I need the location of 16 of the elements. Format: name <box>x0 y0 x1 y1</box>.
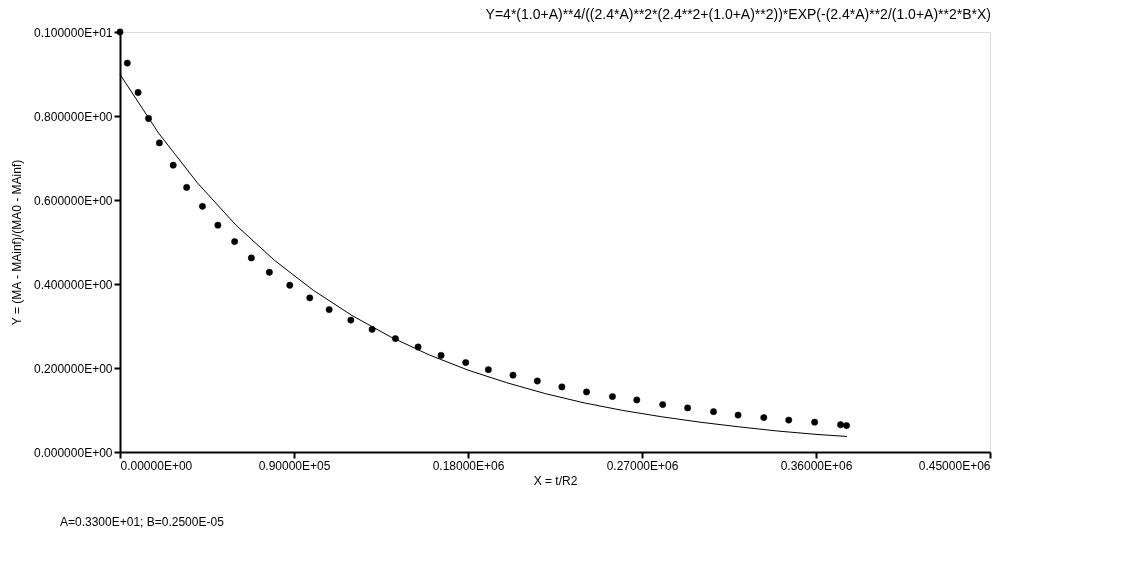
x-tick-label: 0.90000E+05 <box>258 458 331 473</box>
y-tick-label: 0.100000E+01 <box>34 25 113 40</box>
text: A=0.3300E+01; B=0.2500E-05 <box>60 515 225 529</box>
x-tick-label: 0.27000E+06 <box>606 458 679 473</box>
y-tick-label: 0.400000E+00 <box>34 277 113 292</box>
x-tick-label: 0.45000E+06 <box>918 458 991 473</box>
y-tick-label: 0.800000E+00 <box>34 109 113 124</box>
chart-title: Y=4*(1.0+A)**4/((2.4*A)**2*(2.4**2+(1.0+A)**2))*EXP(-(2.4*A)**2/(1.0+A)**2*B*X) <box>485 6 991 22</box>
x-tick-label: 0.18000E+06 <box>432 458 505 473</box>
x-tick-label: 0.00000E+00 <box>120 458 193 473</box>
y-tick-label: 0.600000E+00 <box>34 193 113 208</box>
x-axis-title: X = t/R2 <box>533 473 578 488</box>
x-tick-label: 0.36000E+06 <box>780 458 853 473</box>
y-axis-title: Y = (MA - MAinf)/(MA0 - MAinf) <box>10 159 25 326</box>
y-tick-label: 0.200000E+00 <box>34 361 113 376</box>
y-tick-label: 0.000000E+00 <box>34 445 113 460</box>
